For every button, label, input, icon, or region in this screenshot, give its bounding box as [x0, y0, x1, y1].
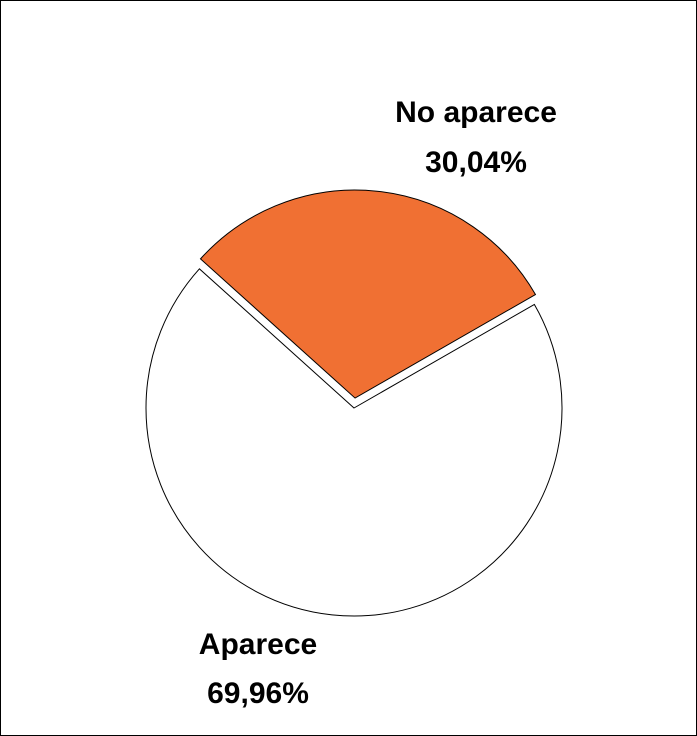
- slice-value-aparece: 69,96%: [207, 677, 309, 710]
- pie-slice-no-aparece: [199, 189, 537, 399]
- slice-value-no-aparece: 30,04%: [425, 146, 527, 179]
- slice-label-no-aparece: No aparece: [395, 96, 557, 129]
- slice-label-aparece: Aparece: [199, 628, 317, 661]
- pie-slice-aparece: [145, 268, 563, 617]
